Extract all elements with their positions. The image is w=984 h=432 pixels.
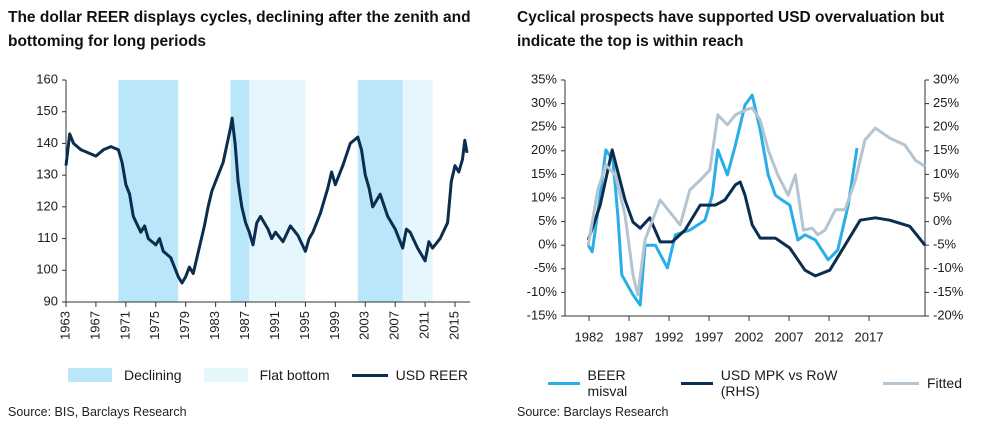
legend-swatch [882,381,919,385]
y-tick-label: -10% [527,284,558,299]
legend-swatch [681,381,713,385]
y-tick-label: 35% [531,71,557,86]
legend-item: Flat bottom [203,367,330,383]
y-tick-label: 10% [531,189,557,204]
chart-title: Cyclical prospects have supported USD ov… [517,9,945,50]
legend-item: Fitted [882,375,962,391]
y-tick-label: -5% [534,260,558,275]
x-tick-label: 2015 [446,311,461,340]
legend-item: USD MPK vs RoW (RHS) [681,367,861,399]
x-tick-label: 1983 [207,311,222,340]
y-tick-label: -15% [527,307,558,322]
x-tick-label: 2012 [815,329,844,344]
y2-tick-label: -15% [933,284,964,299]
legend-swatch [68,368,112,382]
x-tick-label: 1987 [237,311,252,340]
x-tick-label: 1995 [297,311,312,340]
series-line [586,148,927,278]
x-tick-label: 2007 [387,311,402,340]
legend-label: Declining [124,367,182,383]
y-tick-label: 15% [531,166,557,181]
series-line [64,116,469,285]
legend-swatch [351,373,388,377]
legend-item: Declining [68,367,182,383]
y-tick-label: 0% [538,237,557,252]
y2-tick-label: -5% [933,237,957,252]
x-tick-label: 1963 [57,311,72,340]
y-tick-label: 110 [37,230,58,245]
legend-label: Fitted [926,375,962,391]
x-tick-label: 1971 [117,311,132,340]
chart-title: The dollar REER displays cycles, declini… [8,9,471,50]
period-band [402,80,433,302]
series-line [586,93,859,307]
legend: Declining Flat bottom USD REER [68,367,490,383]
x-tick-label: 2017 [855,329,884,344]
x-tick-label: 2003 [357,311,372,340]
y-tick-label: 90 [44,293,58,308]
y2-tick-label: 5% [933,189,952,204]
legend-label: BEER misval [587,367,628,399]
y-tick-label: 120 [36,198,58,213]
y-tick-label: 150 [36,103,58,118]
x-tick-label: 1991 [267,311,282,340]
y2-tick-label: 0% [933,213,952,228]
source-note: Source: BIS, Barclays Research [8,405,187,419]
y-tick-label: 20% [531,142,557,157]
x-tick-label: 1982 [575,329,604,344]
legend: BEER misval USD MPK vs RoW (RHS) Fitted [548,367,984,399]
legend-label: USD MPK vs RoW (RHS) [720,367,838,399]
x-tick-label: 1979 [177,311,192,340]
legend-item: BEER misval [548,367,659,399]
y-tick-label: 25% [531,119,557,134]
x-tick-label: 2011 [417,311,432,339]
source-note: Source: Barclays Research [517,405,669,419]
legend-item: USD REER [351,367,468,383]
x-tick-label: 1987 [615,329,644,344]
legend-label: USD REER [395,367,468,383]
y2-tick-label: -20% [933,307,964,322]
y2-tick-label: 30% [933,71,959,86]
x-tick-label: 2002 [735,329,764,344]
x-tick-label: 1975 [147,311,162,340]
y2-tick-label: -10% [933,260,964,275]
x-tick-label: 1967 [87,311,102,340]
y2-tick-label: 15% [933,142,959,157]
y-tick-label: 30% [531,95,557,110]
y2-tick-label: 10% [933,166,959,181]
y-tick-label: 5% [538,213,557,228]
y2-tick-label: 25% [933,95,959,110]
y-tick-label: 160 [36,71,58,86]
series-line [586,106,926,297]
y-tick-label: 100 [36,262,58,277]
y2-tick-label: 20% [933,119,959,134]
period-band [357,80,403,302]
period-band [249,80,306,302]
x-tick-label: 1999 [327,311,342,340]
legend-label: Flat bottom [259,367,330,383]
x-tick-label: 1992 [655,329,684,344]
y-tick-label: 140 [36,135,58,150]
legend-swatch [203,368,248,382]
x-tick-label: 2007 [775,329,804,344]
y-tick-label: 130 [36,167,58,182]
x-tick-label: 1997 [695,329,724,344]
legend-swatch [548,381,580,385]
